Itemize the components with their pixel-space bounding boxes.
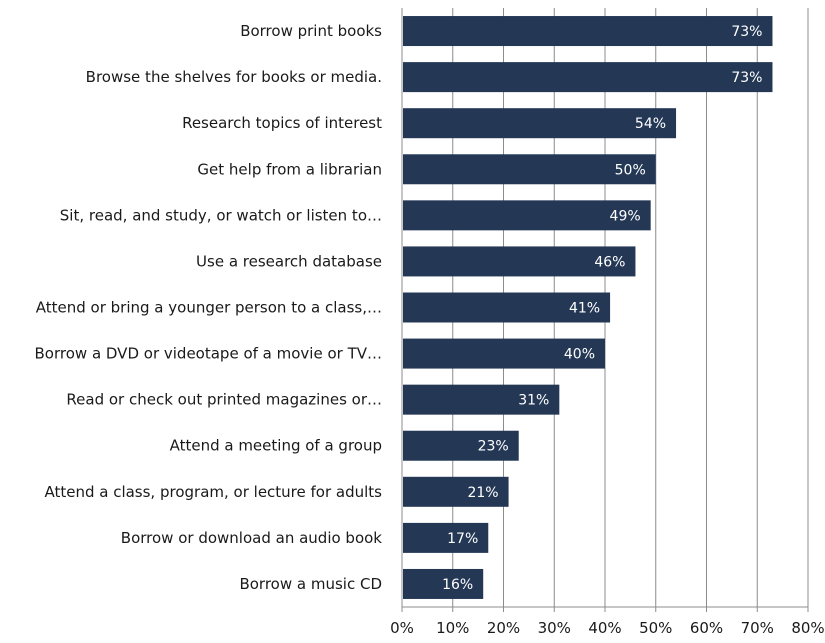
x-tick-label: 60% [690, 619, 723, 637]
data-label: 73% [731, 70, 762, 86]
data-label: 54% [635, 116, 666, 132]
bar [403, 292, 611, 323]
category-label: Borrow a music CD [239, 575, 382, 593]
bar [403, 154, 656, 185]
category-label: Sit, read, and study, or watch or listen… [60, 206, 382, 224]
bar [403, 62, 773, 93]
x-tick-label: 20% [487, 619, 520, 637]
category-label: Read or check out printed magazines or… [66, 391, 382, 409]
bars [403, 16, 773, 599]
data-label: 50% [615, 162, 646, 178]
x-tick-label: 0% [390, 619, 414, 637]
x-tick-label: 30% [538, 619, 571, 637]
x-tick-label: 40% [588, 619, 621, 637]
x-tick-label: 70% [741, 619, 774, 637]
category-label: Borrow print books [240, 22, 382, 40]
bar [403, 568, 484, 599]
x-tick-label: 50% [639, 619, 672, 637]
data-label: 31% [518, 393, 549, 409]
data-label: 46% [594, 254, 625, 270]
category-label: Attend or bring a younger person to a cl… [36, 299, 382, 317]
category-label: Browse the shelves for books or media. [86, 68, 382, 86]
category-label: Borrow a DVD or videotape of a movie or … [35, 345, 382, 363]
data-label: 73% [731, 24, 762, 40]
data-label: 41% [569, 301, 600, 317]
category-label: Attend a class, program, or lecture for … [44, 483, 382, 501]
bar [403, 476, 509, 507]
data-label: 49% [610, 208, 641, 224]
category-label: Research topics of interest [182, 114, 382, 132]
bar [403, 200, 651, 231]
data-labels: 73% 73% 54% 50% 49% 46% 41% 40% 31% 23% 21% 17% 16% [442, 24, 762, 593]
bar [403, 384, 560, 415]
data-label: 40% [564, 347, 595, 363]
bar [403, 16, 773, 47]
category-labels: Borrow print books Browse the shelves for… [35, 22, 383, 593]
data-label: 17% [447, 531, 478, 547]
bar [403, 338, 605, 369]
data-label: 23% [478, 439, 509, 455]
x-tick-label: 80% [791, 619, 824, 637]
bar [403, 108, 677, 139]
category-label: Get help from a librarian [197, 160, 382, 178]
bar [403, 246, 636, 277]
category-label: Use a research database [196, 252, 382, 270]
x-tick-label: 10% [436, 619, 469, 637]
x-axis-ticks: 0% 10% 20% 30% 40% 50% 60% 70% 80% [390, 619, 825, 637]
bar [403, 430, 519, 461]
category-label: Borrow or download an audio book [121, 529, 383, 547]
data-label: 16% [442, 577, 473, 593]
category-label: Attend a meeting of a group [170, 437, 382, 455]
bar [403, 522, 489, 553]
data-label: 21% [467, 485, 498, 501]
